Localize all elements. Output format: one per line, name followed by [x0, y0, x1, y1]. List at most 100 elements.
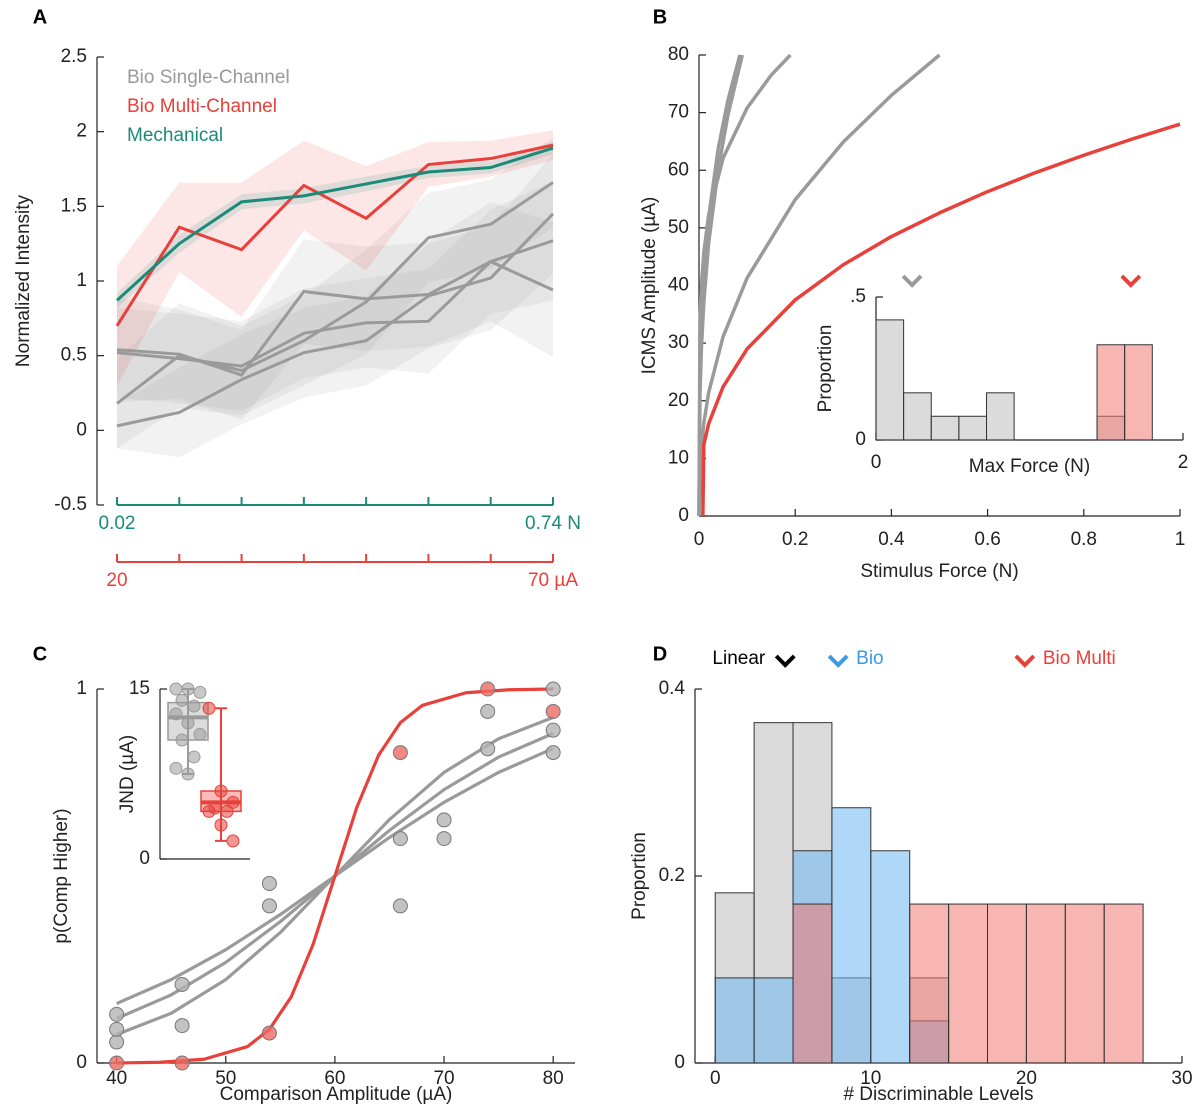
x-tick-label: 1 — [1175, 529, 1186, 550]
point — [480, 703, 496, 719]
point — [545, 681, 561, 697]
y-tick-label: 1 — [76, 270, 87, 291]
x-tick-label: 0.2 — [782, 529, 808, 550]
fit-curve — [116, 687, 554, 1065]
y-tick-label: 0 — [139, 848, 150, 869]
point — [187, 750, 201, 764]
x-axis-label: Comparison Amplitude (µA) — [220, 1084, 453, 1104]
y-tick-label: 0 — [678, 505, 689, 526]
y-tick-label: 10 — [668, 447, 689, 468]
x-tick-label: 20 — [1016, 1068, 1037, 1089]
point — [187, 699, 201, 713]
y-tick-label: 30 — [668, 332, 689, 353]
point — [226, 795, 240, 809]
panel-label: A — [33, 6, 47, 28]
y-axis-label: ICMS Amplitude (µA) — [639, 197, 660, 375]
point — [392, 898, 408, 914]
point — [181, 767, 195, 781]
mean-marker — [1120, 274, 1142, 288]
series-line — [116, 212, 555, 428]
point — [392, 831, 408, 847]
y-tick-label: 0 — [76, 1052, 87, 1073]
point — [261, 1025, 277, 1041]
point — [545, 703, 561, 719]
x-tick-label: 70 µA — [528, 570, 578, 591]
y-tick-label: 15 — [129, 678, 150, 699]
series-line — [697, 53, 792, 517]
bar — [870, 850, 911, 1064]
bar — [875, 319, 905, 441]
y-tick-label: 40 — [668, 275, 689, 296]
y-axis-label: p(Comp Higher) — [51, 808, 72, 943]
bar — [987, 903, 1027, 1064]
x-tick-label: 0 — [871, 452, 882, 473]
legend-label: Bio Single-Channel — [127, 67, 290, 88]
bar — [958, 415, 988, 441]
y-tick-label: 0 — [855, 429, 866, 450]
legend-label: Bio Multi — [1043, 648, 1116, 669]
point — [202, 804, 216, 818]
point — [193, 685, 207, 699]
y-axis-label: Proportion — [815, 325, 836, 413]
error-band — [117, 142, 553, 308]
point — [202, 701, 216, 715]
legend-label: Bio — [856, 648, 883, 669]
y-axis-label: Proportion — [629, 832, 650, 920]
x-tick-label: 40 — [106, 1068, 127, 1089]
legend-label: Mechanical — [127, 125, 223, 146]
point — [436, 812, 452, 828]
x-tick-label: 0.4 — [878, 529, 905, 550]
point — [109, 1006, 125, 1022]
y-tick-label: 20 — [668, 390, 689, 411]
y-tick-label: 0 — [76, 419, 87, 440]
bar — [831, 807, 872, 1064]
y-axis-label: JND (µA) — [117, 735, 138, 814]
point — [174, 1055, 190, 1071]
point — [169, 707, 183, 721]
x-axis-label: Max Force (N) — [969, 456, 1090, 477]
bar — [1025, 903, 1066, 1064]
y-tick-label: -0.5 — [54, 494, 87, 515]
x-tick-label: 2 — [1178, 452, 1189, 473]
bar — [930, 415, 960, 441]
point — [109, 1021, 125, 1037]
series-line — [697, 53, 941, 517]
y-tick-label: 2.5 — [61, 46, 87, 67]
bar — [792, 903, 833, 1064]
x-tick-label: 0.74 N — [525, 513, 581, 534]
bar — [1103, 903, 1144, 1064]
point — [545, 745, 561, 761]
y-axis-label: Normalized Intensity — [13, 194, 34, 367]
point — [261, 875, 277, 891]
x-tick-label: 0 — [694, 529, 705, 550]
y-tick-label: 2 — [76, 121, 87, 142]
series-line — [116, 181, 554, 405]
point — [175, 733, 189, 747]
x-tick-label: 0 — [710, 1068, 721, 1089]
point — [174, 976, 190, 992]
bar — [948, 903, 989, 1064]
x-tick-label: 30 — [1171, 1068, 1192, 1089]
mean-marker — [901, 274, 923, 288]
series-line — [701, 122, 1181, 517]
x-axis-label: # Discriminable Levels — [843, 1084, 1033, 1104]
series-line — [115, 143, 554, 327]
error-band — [117, 154, 553, 458]
bar — [903, 392, 932, 441]
x-tick-label: 10 — [860, 1068, 881, 1089]
y-tick-label: 80 — [668, 44, 689, 65]
point — [109, 1055, 125, 1071]
x-tick-label: 0.8 — [1071, 529, 1097, 550]
y-tick-label: 0 — [674, 1052, 685, 1073]
series-line — [115, 146, 554, 302]
bar — [1124, 344, 1153, 441]
y-tick-label: 70 — [668, 102, 689, 123]
point — [261, 898, 277, 914]
point — [175, 693, 189, 707]
x-tick-label: 0.02 — [99, 513, 136, 534]
x-tick-label: 70 — [433, 1068, 454, 1089]
panel-label: D — [653, 643, 667, 665]
series-line — [116, 239, 554, 368]
error-band — [117, 130, 553, 386]
point — [214, 784, 228, 798]
